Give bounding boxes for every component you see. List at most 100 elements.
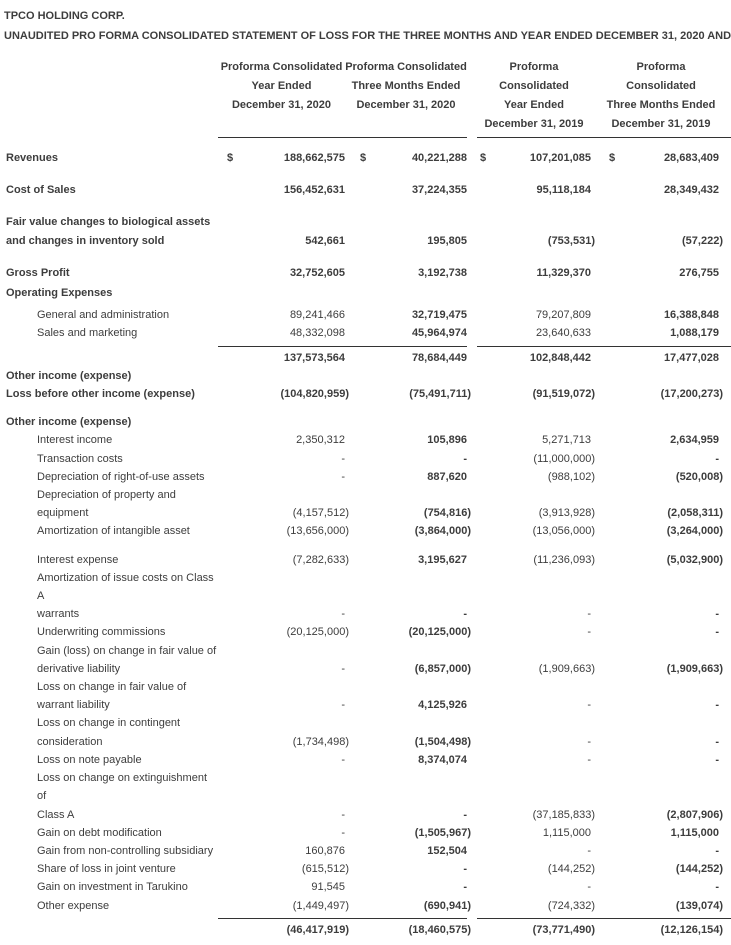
value-text: (104,820,959) [280,388,350,401]
company-name: TPCO HOLDING CORP. [4,10,125,22]
cell-value: - [477,878,591,896]
row-label: Loss before other income (expense) [4,385,218,403]
row-label-line: Share of loss in joint venture [37,863,176,876]
column-header-4: Proforma Consolidated Three Months Ended D… [591,58,731,134]
rule-segment [477,345,731,349]
row-label: Amortization of issue costs on Class A wa… [4,569,218,624]
value-text: (615,512) [301,863,349,876]
value-text: (20,125,000) [408,626,471,639]
cell-value: 28,349,432 [591,181,731,199]
cell-value: 78,684,449 [345,349,467,367]
value-text: (139,074) [675,899,723,912]
cell-value: 32,719,475 [345,306,467,324]
value-text: (12,126,154) [660,923,723,936]
value-text: (5,032,900) [666,553,723,566]
value-text: - [587,735,591,748]
value-text: - [715,753,719,766]
cell-value: (753,531) [477,232,595,250]
value-text: (3,913,928) [538,507,595,520]
row-label-line: consideration [37,735,103,748]
value-text: 137,573,564 [283,351,345,364]
cell-value: $188,662,575 [218,149,345,167]
rule-2019-group [477,137,731,140]
dollar-sign: $ [227,152,234,164]
cell-value: - [218,806,345,824]
statement-table: Revenues $188,662,575 $40,221,288 $107,201,… [4,149,731,945]
cell-value: - [591,696,731,714]
value-text: - [463,452,467,465]
cell-value: (690,941) [345,897,471,915]
value-text: - [341,753,345,766]
cell-value: (46,417,919) [218,921,349,939]
value-text: 2,634,959 [670,434,719,447]
column-header-line: December 31, 2020 [356,99,456,111]
cell-value: 2,350,312 [218,431,345,449]
cell-value: - [591,842,731,860]
cell-value: (13,056,000) [477,522,595,540]
row-label: Depreciation of right-of-use assets [4,468,218,486]
cell-value: - [345,878,467,896]
value-text: 107,201,085 [529,152,591,164]
value-text: (754,816) [423,507,471,520]
value-text: - [587,608,591,621]
row-label-line: Revenues [6,152,58,164]
rule-2020-group [218,137,467,140]
row-label: Cost of Sales [4,181,218,199]
row-label-line: Amortization of issue costs on Class A [37,571,214,603]
value-text: 16,388,848 [663,309,719,322]
row-label-line: Gain (loss) on change in fair value of [37,644,217,657]
value-text: - [715,699,719,712]
row-label-line: Other income (expense) [6,416,132,429]
value-text: 8,374,074 [418,753,467,766]
row-label: Amortization of intangible asset [4,522,218,540]
value-text: 188,662,575 [283,152,345,164]
row-label: Gain on debt modification [4,824,218,842]
cell-value: (11,000,000) [477,450,595,468]
cell-value: (1,504,498) [345,733,471,751]
column-header-line: Year Ended [251,80,312,92]
cell-value: 17,477,028 [591,349,731,367]
value-text: 23,640,633 [535,327,591,340]
cell-value: 45,964,974 [345,324,467,342]
value-text: 79,207,809 [535,309,591,322]
table-row: Gain on investment in Tarukino 91,545 - - - [4,878,731,896]
value-text: - [587,626,591,639]
row-label-line: Interest income [37,434,113,447]
row-label-line: and changes in inventory sold [6,234,165,247]
cell-value: (57,222) [591,232,731,250]
value-text: - [587,699,591,712]
value-text: (520,008) [675,470,723,483]
cell-value: - [345,860,467,878]
dollar-sign: $ [480,152,487,164]
rule-segment [218,917,467,921]
cell-value: (1,449,497) [218,897,349,915]
cell-value: 48,332,098 [218,324,345,342]
row-label: Transaction costs [4,450,218,468]
cell-value: - [477,623,591,641]
row-label: Fair value changes to biological assets a… [4,213,218,249]
cell-value: 4,125,926 [345,696,467,714]
value-text: 2,350,312 [296,434,345,447]
value-text: - [341,662,345,675]
value-text: (753,531) [547,234,595,247]
cell-value: 32,752,605 [218,264,345,282]
cell-value: 3,195,627 [345,551,467,569]
row-label-line: Class A [37,808,75,821]
cell-value: - [345,605,467,623]
value-text: - [715,735,719,748]
value-text: - [587,881,591,894]
row-label: Revenues [4,149,218,167]
cell-value: (11,236,093) [477,551,595,569]
value-text: (46,417,919) [286,923,349,936]
cell-value: - [477,605,591,623]
row-label-line: Amortization of intangible asset [37,525,190,538]
value-text: 28,683,409 [663,152,719,164]
table-row: (46,417,919) (18,460,575) (73,771,490) (12,… [4,921,731,939]
row-label: Gain (loss) on change in fair value of de… [4,642,218,678]
cell-value: 5,271,713 [477,431,591,449]
cell-value: (3,264,000) [591,522,731,540]
cell-value: (7,282,633) [218,551,349,569]
value-text: - [715,608,719,621]
value-text: 4,125,926 [418,699,467,712]
